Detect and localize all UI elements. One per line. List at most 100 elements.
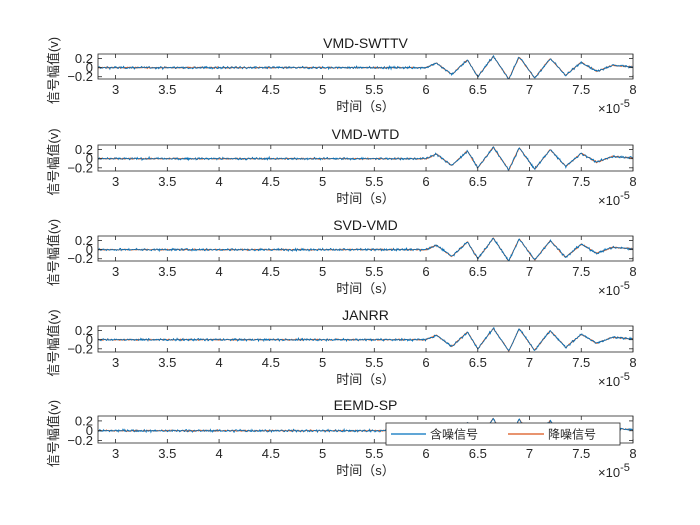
x-tick-label: 3.5 <box>158 355 176 370</box>
x-tick-label: 4.5 <box>262 446 280 461</box>
x-axis-multiplier: ×10-5 <box>598 280 630 298</box>
y-tick-label: −0.2 <box>67 433 93 448</box>
series-lines <box>98 54 633 79</box>
x-tick-label: 6.5 <box>469 82 487 97</box>
y-tick-label: 0 <box>86 423 93 438</box>
x-axis-label: 时间（s） <box>336 281 395 296</box>
x-tick-label: 5.5 <box>365 355 383 370</box>
series-line-denoised <box>98 145 633 171</box>
x-tick-label: 7 <box>526 355 533 370</box>
legend-label-noisy: 含噪信号 <box>430 427 478 442</box>
axes-box <box>97 325 634 353</box>
subplot-4: 3 3.5 4 4.5 5 5.5 6 6.5 7 7.5 8 −0.200.2 JANRR 时间（s） 信… <box>46 307 637 389</box>
y-axis-label: 信号幅值(v) <box>46 128 61 195</box>
x-axis-multiplier: ×10-5 <box>598 371 630 389</box>
x-tick-label: 7.5 <box>572 174 590 189</box>
y-tick-label: 0.2 <box>75 323 93 338</box>
subplot-title: EEMD-SP <box>334 397 398 413</box>
x-tick-label: 5.5 <box>365 82 383 97</box>
x-tick-label: 6 <box>422 174 429 189</box>
x-tick-label: 4 <box>215 174 222 189</box>
x-tick-label: 4.5 <box>262 82 280 97</box>
x-tick-label: 6.5 <box>469 264 487 279</box>
y-tick-label: 0.2 <box>75 413 93 428</box>
x-tick-label: 5.5 <box>365 446 383 461</box>
subplot-2: 3 3.5 4 4.5 5 5.5 6 6.5 7 7.5 8 −0.200.2 VMD-WTD 时间（s… <box>46 126 637 208</box>
x-tick-label: 5 <box>319 355 326 370</box>
x-tick-label: 4.5 <box>262 174 280 189</box>
x-tick-label: 4.5 <box>262 355 280 370</box>
subplot-5: 3 3.5 4 4.5 5 5.5 6 6.5 7 7.5 8 −0.200.2 EEMD-SP 时间（s… <box>46 397 637 480</box>
series-lines <box>98 327 633 352</box>
subplot-title: JANRR <box>342 307 389 323</box>
x-tick-label: 7 <box>526 264 533 279</box>
x-axis-label: 时间（s） <box>336 463 395 478</box>
x-tick-label: 5 <box>319 264 326 279</box>
x-tick-label: 6.5 <box>469 446 487 461</box>
subplot-1: 3 3.5 4 4.5 5 5.5 6 6.5 7 7.5 8 −0.200.2 VMD-SWTTV 时间… <box>46 35 637 116</box>
x-tick-label: 4 <box>215 446 222 461</box>
x-tick-label: 4 <box>215 355 222 370</box>
y-tick-label: 0 <box>86 242 93 257</box>
x-tick-label: 3 <box>112 264 119 279</box>
x-tick-label: 6.5 <box>469 174 487 189</box>
x-tick-label: 8 <box>629 264 636 279</box>
x-tick-label: 5 <box>319 446 326 461</box>
legend-label-denoised: 降噪信号 <box>548 428 596 442</box>
x-axis-label: 时间（s） <box>336 372 395 387</box>
x-tick-label: 7 <box>526 174 533 189</box>
x-axis-label: 时间（s） <box>336 191 395 206</box>
axes-box <box>97 53 634 80</box>
x-axis-multiplier: ×10-5 <box>598 190 630 208</box>
y-tick-label: −0.2 <box>67 341 93 356</box>
axes-box <box>97 235 634 262</box>
series-line-noisy <box>98 54 633 79</box>
y-tick-label: 0.2 <box>75 233 93 248</box>
y-tick-label: −0.2 <box>67 160 93 175</box>
y-axis-label: 信号幅值(v) <box>46 400 61 467</box>
y-tick-label: 0.2 <box>75 51 93 66</box>
x-axis-label: 时间（s） <box>336 99 395 114</box>
subplot-title: VMD-SWTTV <box>323 35 408 51</box>
x-tick-label: 6.5 <box>469 355 487 370</box>
subplot-title: VMD-WTD <box>332 126 400 142</box>
x-tick-label: 6 <box>422 446 429 461</box>
x-tick-label: 8 <box>629 82 636 97</box>
series-line-noisy <box>98 237 633 261</box>
y-axis-label: 信号幅值(v) <box>46 309 61 376</box>
x-tick-label: 5.5 <box>365 264 383 279</box>
x-tick-label: 7.5 <box>572 82 590 97</box>
y-axis-label: 信号幅值(v) <box>46 219 61 286</box>
x-tick-label: 7 <box>526 82 533 97</box>
axes-box <box>97 144 634 172</box>
x-tick-label: 6 <box>422 355 429 370</box>
x-tick-label: 3.5 <box>158 446 176 461</box>
x-tick-label: 7 <box>526 446 533 461</box>
x-tick-label: 3 <box>112 82 119 97</box>
series-lines <box>98 237 633 261</box>
x-tick-label: 4 <box>215 264 222 279</box>
x-tick-label: 5 <box>319 82 326 97</box>
legend: 含噪信号 降噪信号 <box>385 422 621 446</box>
subplot-title: SVD-VMD <box>333 217 398 233</box>
axes-box <box>97 415 634 444</box>
y-axis-label: 信号幅值(v) <box>46 37 61 104</box>
y-tick-label: −0.2 <box>67 251 93 266</box>
x-tick-label: 3.5 <box>158 264 176 279</box>
series-line-noisy <box>98 146 633 171</box>
legend-box <box>385 422 621 446</box>
x-tick-label: 3 <box>112 174 119 189</box>
y-tick-label: 0 <box>86 332 93 347</box>
x-tick-label: 8 <box>629 174 636 189</box>
x-tick-label: 3.5 <box>158 82 176 97</box>
x-tick-label: 5.5 <box>365 174 383 189</box>
x-tick-label: 8 <box>629 446 636 461</box>
x-tick-label: 8 <box>629 355 636 370</box>
x-axis-multiplier: ×10-5 <box>598 462 630 480</box>
x-tick-label: 3 <box>112 355 119 370</box>
x-axis-multiplier: ×10-5 <box>598 98 630 116</box>
x-tick-label: 5 <box>319 174 326 189</box>
y-tick-label: 0.2 <box>75 142 93 157</box>
x-tick-label: 7.5 <box>572 355 590 370</box>
